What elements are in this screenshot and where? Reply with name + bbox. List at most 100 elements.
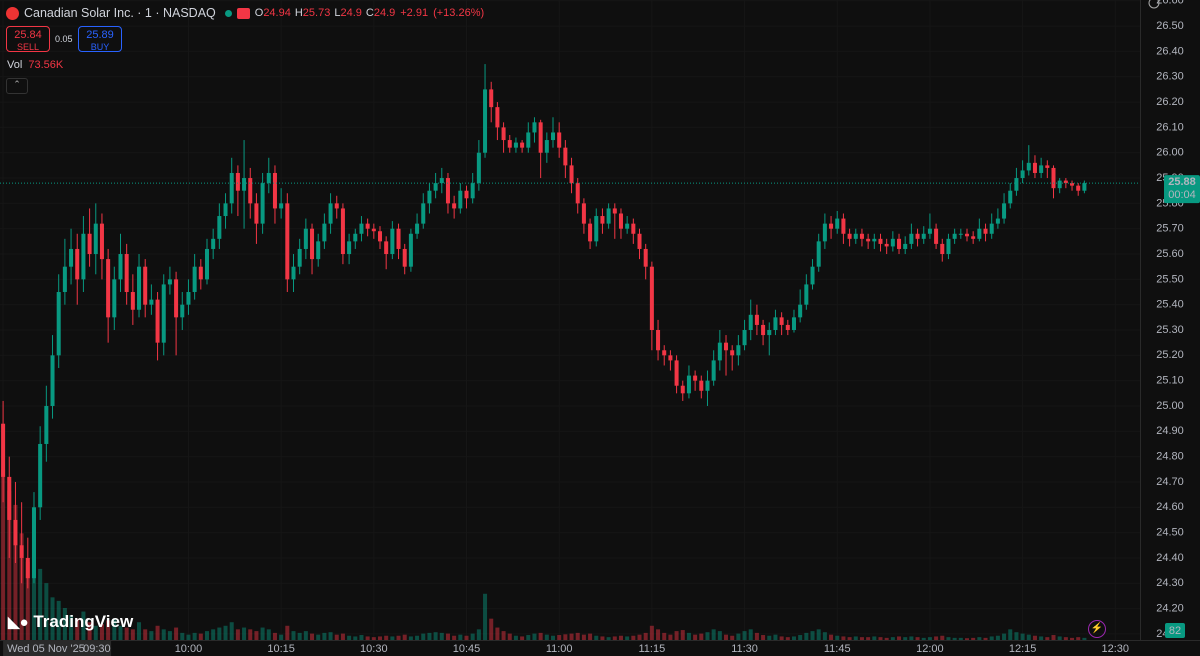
candle-body <box>87 233 92 255</box>
candle-body <box>186 292 191 305</box>
volume-bar <box>470 633 475 640</box>
volume-bar <box>600 636 605 640</box>
volume-bar <box>501 631 506 640</box>
candle-body <box>964 233 969 237</box>
volume-bar <box>427 632 432 640</box>
logo: ◣● TradingView <box>8 612 133 632</box>
collapse-button[interactable]: ⌃ <box>6 78 28 94</box>
sell-button[interactable]: 25.84 SELL <box>6 26 50 52</box>
alert-icon[interactable]: ⚡ <box>1088 620 1106 638</box>
x-tick-label: 12:15 <box>1009 643 1037 655</box>
candle-body <box>1008 190 1013 204</box>
candle-body <box>1032 162 1037 173</box>
last-price-label: 25.88 <box>1168 176 1196 188</box>
volume-bar <box>143 629 148 640</box>
volume-bar <box>130 629 135 640</box>
volume-bar <box>235 629 240 640</box>
candle-body <box>112 279 117 318</box>
volume-bar <box>1063 637 1068 640</box>
candle-body <box>415 223 420 234</box>
y-tick-label: 25.50 <box>1156 273 1184 285</box>
candle-body <box>38 443 43 508</box>
volume-bar <box>847 637 852 640</box>
y-tick-label: 25.30 <box>1156 324 1184 336</box>
volume-bar <box>310 633 315 640</box>
candle-body <box>822 223 827 242</box>
ohlc-value: 24.9 <box>340 7 362 19</box>
volume-bar <box>798 635 803 640</box>
ohlc-key: H <box>294 7 303 19</box>
volume-bar <box>75 618 80 640</box>
volume-bar <box>390 636 395 640</box>
candle-body <box>371 228 376 232</box>
volume-bar <box>186 634 191 640</box>
volume-bar <box>7 490 12 640</box>
volume-bar <box>606 637 611 640</box>
candle-body <box>520 142 525 148</box>
y-tick-label: 24.80 <box>1156 451 1184 463</box>
volume-bar <box>476 629 481 640</box>
candle-body <box>340 208 345 255</box>
x-tick-label: 09:30 <box>83 643 111 655</box>
x-tick-label: 10:15 <box>267 643 295 655</box>
volume-bar <box>353 636 358 640</box>
volume-bar <box>705 632 710 640</box>
ohlc-key: L <box>334 7 341 19</box>
candle-body <box>581 203 586 224</box>
volume-bar <box>903 637 908 640</box>
candle-body <box>668 355 673 361</box>
candle-body <box>526 132 531 148</box>
volume-bar <box>217 627 222 640</box>
candle-body <box>44 405 49 444</box>
y-tick-label: 25.10 <box>1156 375 1184 387</box>
volume-bar <box>192 632 197 640</box>
candle-body <box>69 248 74 267</box>
candle-body <box>798 304 803 318</box>
candle-body <box>427 190 432 204</box>
candle-body <box>62 266 67 293</box>
candle-body <box>377 231 383 242</box>
volume-bar <box>513 635 518 640</box>
candle-body <box>680 385 685 394</box>
candle-body <box>458 190 463 209</box>
candle-body <box>143 266 148 305</box>
symbol-title[interactable]: Canadian Solar Inc. · 1 · NASDAQ <box>24 6 216 20</box>
volume-bar <box>62 608 67 640</box>
volume-bar <box>285 625 290 640</box>
candle-body <box>396 228 401 249</box>
candle-body <box>711 360 716 381</box>
volume-bar <box>921 637 926 640</box>
candle-body <box>7 476 12 520</box>
volume-bar <box>1039 636 1044 640</box>
candle-body <box>1045 165 1050 168</box>
candle-body <box>75 248 80 280</box>
buy-label: BUY <box>90 42 110 52</box>
volume-bar <box>1020 633 1025 640</box>
candle-body <box>167 279 172 285</box>
x-tick-label: 11:15 <box>639 643 666 655</box>
y-tick-label: 24.70 <box>1156 476 1184 488</box>
volume-bar <box>445 633 450 640</box>
volume-bar <box>1014 632 1019 640</box>
candle-body <box>124 254 129 293</box>
candle-body <box>180 304 185 318</box>
volume-legend: Vol 73.56K <box>7 59 63 71</box>
volume-bar <box>779 636 784 640</box>
candle-body <box>56 292 61 356</box>
candle-body <box>971 236 976 239</box>
ohlc-value: 24.94 <box>263 7 291 19</box>
candle-body <box>841 218 846 234</box>
volume-bar <box>347 635 352 640</box>
candle-body <box>211 238 216 249</box>
volume-bar <box>167 631 172 640</box>
candle-body <box>643 248 648 267</box>
y-tick-label: 26.60 <box>1156 0 1184 7</box>
flag-icon <box>236 7 250 19</box>
buy-button[interactable]: 25.89 BUY <box>78 26 122 52</box>
volume-bar <box>884 637 889 640</box>
candle-body <box>1063 180 1068 184</box>
volume-bar <box>649 625 654 640</box>
candle-body <box>544 140 549 153</box>
volume-bar <box>717 631 722 640</box>
volume-bar <box>859 637 864 640</box>
